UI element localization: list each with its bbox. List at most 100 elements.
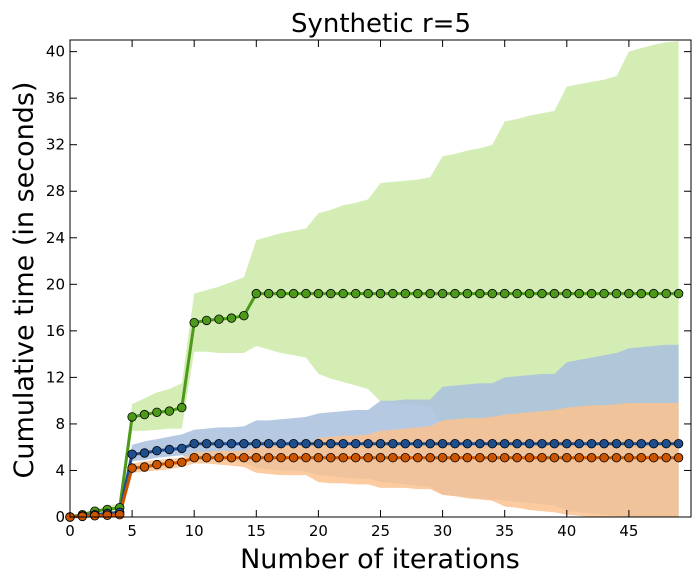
y-tick-label: 40 [46,43,65,61]
point-series-1 [177,402,187,413]
point-series-2 [636,439,647,449]
point-series-3 [177,457,187,468]
point-series-1 [611,288,622,299]
point-series-1 [673,288,684,299]
point-series-1 [624,288,634,299]
point-series-2 [152,446,162,456]
x-axis-label: Number of iterations [240,544,520,575]
point-series-3 [562,453,572,463]
x-axis-ticks: 0 5 10 15 20 25 30 35 40 45 [65,40,638,540]
point-series-3 [239,453,249,463]
x-tick-label: 0 [65,522,75,540]
y-tick-label: 0 [55,508,65,526]
point-series-3 [388,453,398,463]
point-series-3 [462,453,473,463]
point-series-3 [152,459,162,470]
point-series-3 [437,453,448,463]
point-series-2 [388,439,398,449]
x-tick-label: 40 [557,522,576,540]
point-series-1 [326,288,336,299]
point-series-1 [264,288,274,299]
point-series-1 [500,288,510,299]
point-series-1 [661,288,671,299]
point-series-3 [611,453,622,463]
point-series-1 [363,288,373,299]
point-series-1 [189,318,199,328]
point-series-3 [251,453,261,463]
point-series-2 [301,439,311,449]
point-series-3 [549,453,560,463]
point-series-3 [214,453,224,463]
point-series-2 [462,439,473,449]
point-series-2 [562,439,572,449]
chart-title: Synthetic r=5 [291,9,471,39]
point-series-2 [624,439,634,449]
confidence-bands [70,41,679,517]
x-tick-label: 35 [495,522,514,540]
point-series-3 [425,453,435,463]
point-series-2 [661,439,671,449]
point-series-3 [574,453,584,463]
point-series-2 [214,439,224,449]
point-series-1 [288,288,299,299]
x-tick-label: 20 [309,522,328,540]
point-series-2 [338,439,348,449]
point-series-2 [599,439,609,449]
point-series-3 [189,453,199,463]
series-markers [65,288,684,522]
point-series-3 [90,511,100,521]
point-series-2 [276,439,286,449]
point-series-3 [264,453,274,463]
point-series-3 [537,453,547,463]
point-series-2 [363,439,373,449]
point-series-3 [624,453,634,463]
point-series-2 [351,439,361,449]
point-series-3 [127,463,137,473]
point-series-2 [673,439,684,449]
point-series-3 [301,453,311,463]
point-series-3 [400,453,411,463]
point-series-3 [326,453,336,463]
point-series-3 [276,453,286,463]
point-series-3 [201,453,212,463]
point-series-3 [102,510,113,521]
point-series-1 [636,288,647,299]
y-tick-label: 28 [46,182,65,200]
point-series-2 [537,439,547,449]
point-series-3 [649,453,659,463]
point-series-2 [264,439,274,449]
point-series-2 [201,439,212,449]
point-series-3 [450,453,460,463]
point-series-1 [586,288,597,299]
x-tick-label: 5 [127,522,137,540]
point-series-1 [512,288,522,299]
point-series-1 [524,288,535,299]
point-series-2 [127,449,137,459]
point-series-2 [226,439,237,449]
point-series-2 [524,439,535,449]
x-tick-label: 15 [247,522,266,540]
x-tick-label: 45 [619,522,638,540]
point-series-2 [500,439,510,449]
point-series-3 [363,453,373,463]
x-tick-label: 30 [433,522,452,540]
band-series-3 [70,403,679,517]
point-series-2 [400,439,411,449]
point-series-1 [450,288,460,299]
point-series-1 [313,288,324,299]
point-series-1 [139,409,150,420]
point-series-3 [114,510,125,520]
point-series-1 [375,288,386,299]
point-series-2 [649,439,659,449]
point-series-3 [500,453,510,463]
y-tick-label: 8 [55,415,65,433]
point-series-1 [549,288,560,299]
point-series-2 [586,439,597,449]
y-tick-label: 12 [46,368,65,386]
point-series-1 [276,288,286,299]
point-series-1 [537,288,547,299]
point-series-2 [326,439,336,449]
point-series-2 [512,439,522,449]
point-series-1 [164,406,175,416]
point-series-3 [599,453,609,463]
